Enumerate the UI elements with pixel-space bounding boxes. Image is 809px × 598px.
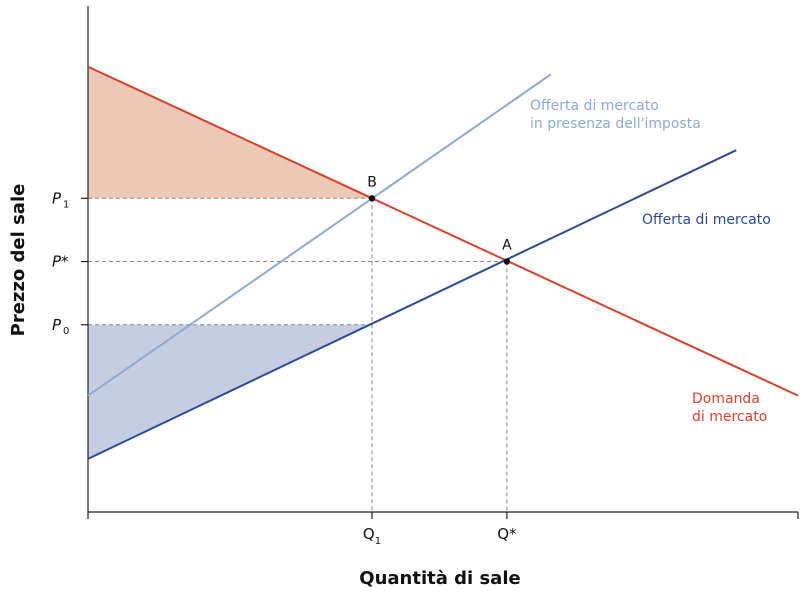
x-tick-label-0: Q1 <box>363 525 381 547</box>
x-axis-title: Quantità di sale <box>359 568 520 589</box>
curves <box>87 65 799 460</box>
offerta-di-mercato-line <box>87 149 737 460</box>
y-axis-title: Prezzo del sale <box>8 184 29 337</box>
offerta-di-mercato-label: Offerta di mercato <box>642 212 771 228</box>
guide-lines <box>88 197 508 512</box>
offerta-di-mercato-in-presenza-dell-imposta-label: Offerta di mercato in presenza dell'impos… <box>530 98 701 132</box>
y-tick-label-1: P* <box>52 253 69 271</box>
point-a-label: A <box>502 238 512 254</box>
axis-ticks: Q1 Q* P 1 P* P 0 <box>52 189 799 547</box>
equilibrium-points: BA <box>367 174 512 265</box>
domanda-di-mercato-line <box>87 65 799 397</box>
point-a-dot <box>503 258 511 265</box>
curve-labels: Domanda di mercato Offerta di mercato Offer… <box>530 98 771 425</box>
axes <box>87 6 798 513</box>
domanda-di-mercato-label: Domanda di mercato <box>692 391 767 425</box>
offerta-di-mercato-in-presenza-dell-imposta-line <box>87 73 552 397</box>
point-b-dot <box>368 195 376 202</box>
shaded-areas <box>88 66 372 459</box>
x-tick-label-1: Q* <box>497 525 517 543</box>
point-b-label: B <box>367 174 377 190</box>
